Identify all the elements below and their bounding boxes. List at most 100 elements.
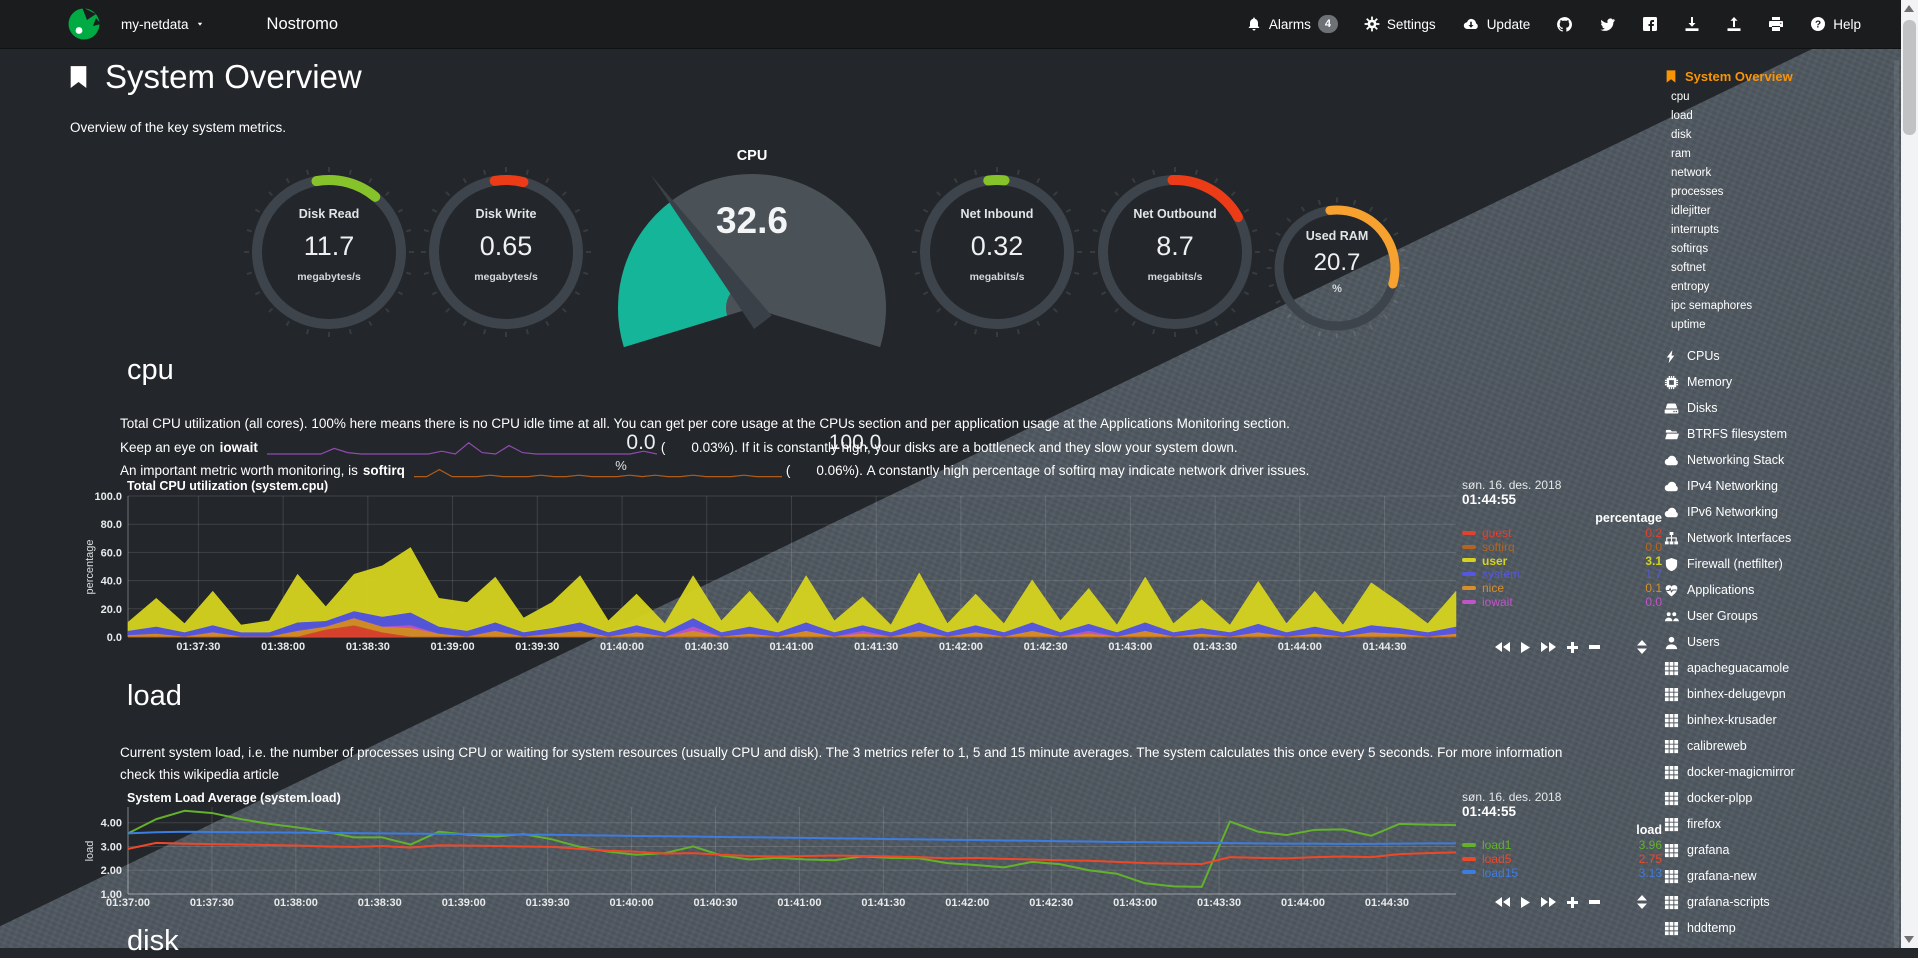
twitter-icon[interactable] <box>1599 16 1616 33</box>
softirq-sparkline[interactable] <box>410 462 786 480</box>
sidebar-subitem-load[interactable]: load <box>1671 110 1693 122</box>
sidebar-subitem-processes[interactable]: processes <box>1671 186 1724 198</box>
sidebar-item-btrfs-filesystem[interactable]: BTRFS filesystem <box>1664 421 1896 447</box>
zoom-out-button[interactable] <box>1589 900 1600 904</box>
legend-value: 3.13 <box>1638 865 1662 880</box>
sidebar-item-binhex-delugevpn[interactable]: binhex-delugevpn <box>1664 681 1896 707</box>
sidebar-item-firewall-netfilter-[interactable]: Firewall (netfilter) <box>1664 551 1896 577</box>
sidebar-subitem-softirqs[interactable]: softirqs <box>1671 243 1709 255</box>
legend-row-system[interactable]: system 1.7 <box>1462 567 1662 581</box>
sidebar-item-calibreweb[interactable]: calibreweb <box>1664 733 1896 759</box>
sidebar-item-user-groups[interactable]: User Groups <box>1664 603 1896 629</box>
sidebar-subitem-disk[interactable]: disk <box>1671 129 1692 141</box>
pan-backward-button[interactable] <box>1495 897 1510 907</box>
sidebar-item-memory[interactable]: Memory <box>1664 369 1896 395</box>
sidebar-item-networking-stack[interactable]: Networking Stack <box>1664 447 1896 473</box>
sidebar-item-system-overview[interactable]: System Overview <box>1664 64 1896 88</box>
sidebar-item-ipv4-networking[interactable]: IPv4 Networking <box>1664 473 1896 499</box>
zoom-in-button[interactable] <box>1567 641 1578 653</box>
iowait-sparkline[interactable] <box>263 438 661 456</box>
scrollbar-thumb[interactable] <box>1903 20 1916 135</box>
sidebar-item-binhex-krusader[interactable]: binhex-krusader <box>1664 707 1896 733</box>
zoom-in-button[interactable] <box>1567 896 1578 908</box>
sidebar-subitem-idlejitter[interactable]: idlejitter <box>1671 205 1711 217</box>
sidebar-item-ipv6-networking[interactable]: IPv6 Networking <box>1664 499 1896 525</box>
section-heading-disk: disk <box>127 925 179 957</box>
svg-text:01:37:30: 01:37:30 <box>190 897 234 909</box>
github-icon[interactable] <box>1556 16 1573 33</box>
svg-text:01:38:30: 01:38:30 <box>358 897 402 909</box>
legend-row-load15[interactable]: load15 3.13 <box>1462 866 1662 880</box>
export-snapshot-icon[interactable] <box>1684 16 1700 32</box>
sidebar-item-hddtemp[interactable]: hddtemp <box>1664 915 1896 941</box>
used-ram-ring <box>1266 197 1408 339</box>
sidebar-subitem-interrupts[interactable]: interrupts <box>1671 224 1719 236</box>
net-inbound-ring <box>912 167 1082 337</box>
legend-value: 2.75 <box>1638 851 1662 866</box>
sidebar-subitem-uptime[interactable]: uptime <box>1671 319 1706 331</box>
sidebar-subitem-cpu[interactable]: cpu <box>1671 91 1690 103</box>
print-icon[interactable] <box>1768 16 1784 32</box>
grid-icon <box>1664 895 1679 910</box>
sidebar-item-docker-magicmirror[interactable]: docker-magicmirror <box>1664 759 1896 785</box>
pan-forward-button[interactable] <box>1541 897 1556 907</box>
gauge-disk-write[interactable]: Disk Write 0.65 megabytes/s <box>413 159 599 345</box>
legend-row-load5[interactable]: load5 2.75 <box>1462 852 1662 866</box>
sidebar-subitem-network[interactable]: network <box>1671 167 1712 179</box>
cpu-gauge-min: 0.0 <box>626 431 656 454</box>
play-button[interactable] <box>1521 896 1530 908</box>
legend-row-user[interactable]: user 3.1 <box>1462 554 1662 568</box>
sidebar-item-network-interfaces[interactable]: Network Interfaces <box>1664 525 1896 551</box>
update-button[interactable]: Update <box>1462 16 1530 32</box>
sidebar-scrollbar[interactable] <box>1894 60 1899 948</box>
alarms-button[interactable]: Alarms 4 <box>1246 15 1338 33</box>
chart-plot-cpu[interactable]: 0.0 20.0 40.0 60.0 80.0 100.0 01:37:30 01:38:00… <box>84 478 1474 663</box>
zoom-out-button[interactable] <box>1589 645 1600 649</box>
bookmark-icon <box>66 62 91 92</box>
chart-plot-load[interactable]: 1.00 2.00 3.00 4.00 01:37:00 01:37:30 01:38:00… <box>84 790 1474 915</box>
legend-row-iowait[interactable]: iowait 0.0 <box>1462 595 1662 609</box>
sidebar-item-grafana-scripts[interactable]: grafana-scripts <box>1664 889 1896 915</box>
bookmark-icon <box>1664 69 1678 84</box>
sidebar-item-applications[interactable]: Applications <box>1664 577 1896 603</box>
gauge-disk-read[interactable]: Disk Read 11.7 megabytes/s <box>236 159 422 345</box>
sidebar-item-docker-plpp[interactable]: docker-plpp <box>1664 785 1896 811</box>
legend-row-load1[interactable]: load1 3.96 <box>1462 838 1662 852</box>
drive-icon <box>1664 401 1679 416</box>
sidebar-item-disks[interactable]: Disks <box>1664 395 1896 421</box>
sidebar-subitem-ram[interactable]: ram <box>1671 148 1691 160</box>
import-snapshot-icon[interactable] <box>1726 16 1742 32</box>
sidebar-item-cpus[interactable]: CPUs <box>1664 343 1896 369</box>
facebook-icon[interactable] <box>1642 16 1658 32</box>
resize-handle[interactable] <box>1637 895 1647 909</box>
svg-text:01:39:00: 01:39:00 <box>442 897 486 909</box>
gauge-cpu[interactable]: CPU 32.6 0.0 100.0% <box>600 148 904 473</box>
pan-forward-button[interactable] <box>1541 642 1556 652</box>
sidebar-subitem-ipc-semaphores[interactable]: ipc semaphores <box>1671 300 1753 312</box>
scrollbar-up-arrow[interactable] <box>1904 5 1914 12</box>
gauge-used-ram[interactable]: Used RAM 20.7% <box>1262 193 1412 343</box>
play-button[interactable] <box>1521 641 1530 653</box>
node-switcher-dropdown[interactable]: my-netdata <box>121 17 205 32</box>
help-label: Help <box>1833 16 1861 32</box>
pan-backward-button[interactable] <box>1495 642 1510 652</box>
sidebar-item-grafana[interactable]: grafana <box>1664 837 1896 863</box>
settings-button[interactable]: Settings <box>1364 16 1436 32</box>
gauge-net-outbound[interactable]: Net Outbound 8.7 megabits/s <box>1082 159 1268 345</box>
page-scrollbar[interactable] <box>1901 0 1918 948</box>
netdata-logo-icon[interactable] <box>67 7 101 41</box>
sidebar-item-firefox[interactable]: firefox <box>1664 811 1896 837</box>
sidebar-item-grafana-new[interactable]: grafana-new <box>1664 863 1896 889</box>
legend-row-softirq[interactable]: softirq 0.0 <box>1462 540 1662 554</box>
resize-handle[interactable] <box>1637 640 1647 654</box>
help-button[interactable]: Help <box>1810 16 1861 32</box>
sidebar-subitem-softnet[interactable]: softnet <box>1671 262 1706 274</box>
chart-date-cpu: søn. 16. des. 2018 <box>1462 478 1562 492</box>
sidebar-item-apacheguacamole[interactable]: apacheguacamole <box>1664 655 1896 681</box>
sidebar-item-users[interactable]: Users <box>1664 629 1896 655</box>
legend-row-guest[interactable]: guest 0.2 <box>1462 526 1662 540</box>
sidebar-subitem-entropy[interactable]: entropy <box>1671 281 1710 293</box>
legend-row-nice[interactable]: nice 0.1 <box>1462 581 1662 595</box>
scrollbar-down-arrow[interactable] <box>1904 936 1914 943</box>
gauge-net-inbound[interactable]: Net Inbound 0.32 megabits/s <box>904 159 1090 345</box>
